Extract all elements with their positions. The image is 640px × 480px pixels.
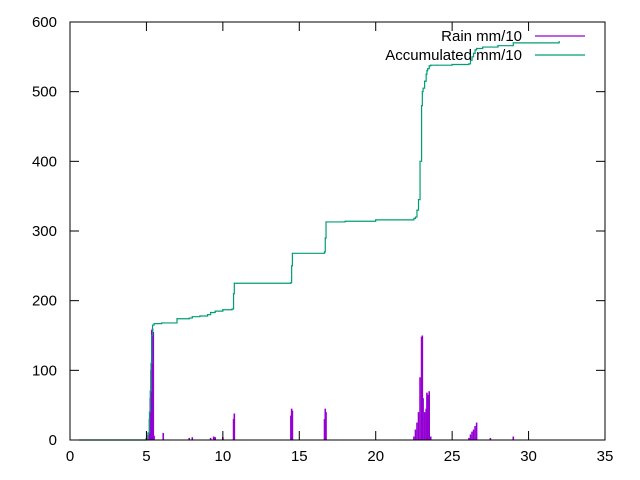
accumulated-point — [232, 293, 235, 295]
accumulated-point — [344, 220, 346, 222]
x-tick-label: 0 — [66, 448, 74, 465]
accumulated-point — [375, 219, 377, 221]
accumulated-point — [472, 52, 475, 54]
accumulated-point — [430, 64, 432, 66]
y-tick-label: 200 — [32, 293, 57, 310]
accumulated-point — [151, 334, 153, 337]
x-tick-label: 35 — [597, 448, 614, 465]
x-tick-label: 5 — [142, 448, 150, 465]
accumulated-point — [291, 265, 293, 267]
series-2 — [78, 40, 560, 441]
accumulated-point — [416, 209, 418, 211]
y-tick-label: 300 — [32, 223, 57, 240]
accumulated-point — [210, 311, 212, 314]
x-tick-label: 20 — [367, 448, 384, 465]
accumulated-point — [436, 64, 438, 66]
accumulated-point — [419, 160, 421, 162]
accumulated-point — [191, 316, 193, 318]
accumulated-point — [176, 318, 178, 320]
accumulated-point — [422, 87, 424, 89]
accumulated-point — [426, 70, 428, 72]
accumulated-point — [497, 45, 499, 47]
accumulated-point — [421, 91, 423, 93]
accumulated-point — [233, 282, 235, 284]
accumulated-point — [482, 46, 484, 48]
accumulated-point — [153, 323, 155, 325]
x-tick-label: 15 — [291, 448, 308, 465]
accumulated-point — [214, 310, 216, 312]
legend-label-1: Rain mm/10 — [441, 28, 522, 45]
y-tick-label: 600 — [32, 14, 57, 31]
accumulated-point — [325, 221, 327, 223]
accumulated-point — [150, 362, 152, 364]
y-tick-label: 500 — [32, 84, 57, 101]
accumulated-point — [324, 237, 326, 239]
x-tick-label: 30 — [520, 448, 537, 465]
accumulated-point — [468, 63, 470, 65]
accumulated-point — [428, 65, 430, 67]
accumulated-point — [414, 216, 417, 218]
accumulated-point — [147, 432, 149, 434]
y-tick-label: 400 — [32, 153, 57, 170]
accumulated-point — [451, 63, 453, 66]
accumulated-point — [291, 252, 294, 254]
accumulated-point — [413, 217, 415, 220]
accumulated-point — [151, 324, 154, 326]
accumulated-point — [558, 40, 560, 43]
accumulated-point — [323, 251, 326, 253]
accumulated-point — [161, 322, 163, 324]
accumulated-point — [471, 56, 473, 58]
accumulated-point — [222, 309, 224, 311]
accumulated-point — [149, 390, 151, 392]
accumulated-point — [188, 317, 190, 319]
series-layer — [78, 40, 560, 441]
x-tick-label: 25 — [444, 448, 461, 465]
accumulated-point — [425, 73, 427, 75]
accumulated-point — [148, 411, 151, 413]
y-tick-label: 0 — [49, 432, 57, 449]
accumulated-point — [290, 281, 292, 284]
axes-layer: 0 5 10 15 20 25 30 35 0 100 200 300 400 500 600 — [32, 14, 613, 465]
accumulated-point — [469, 59, 472, 61]
legend: Rain mm/10 Accumulated mm/10 — [385, 28, 585, 64]
accumulated-point — [420, 105, 423, 107]
y-tick-label: 100 — [32, 362, 57, 379]
accumulated-point — [417, 199, 420, 201]
series-1 — [145, 328, 515, 440]
accumulated-point — [424, 80, 426, 82]
legend-label-2: Accumulated mm/10 — [385, 47, 522, 64]
accumulated-point — [231, 308, 233, 310]
x-tick-label: 10 — [215, 448, 232, 465]
accumulated-point — [199, 315, 201, 317]
accumulated-point — [476, 47, 478, 50]
accumulated-point — [206, 314, 209, 316]
accumulated-point — [474, 49, 476, 51]
accumulated-point — [427, 68, 429, 70]
accumulated-point — [512, 42, 514, 44]
